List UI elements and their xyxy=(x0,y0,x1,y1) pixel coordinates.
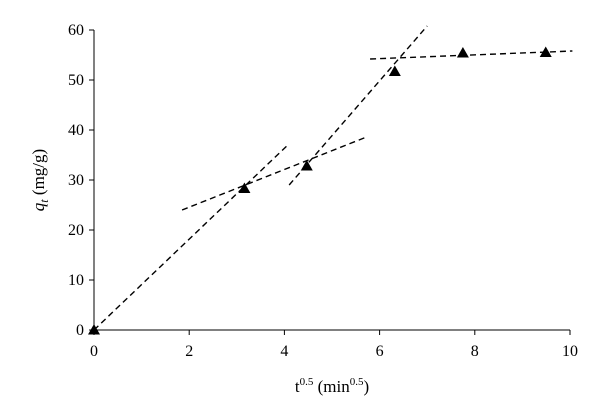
y-tick-label: 40 xyxy=(68,122,84,139)
fit-line xyxy=(370,50,573,60)
data-point-triangle xyxy=(388,65,401,76)
x-tick-label: 10 xyxy=(562,343,578,360)
y-tick-label: 30 xyxy=(68,172,84,189)
data-point-triangle xyxy=(300,160,313,171)
axes xyxy=(93,30,570,331)
fit-lines xyxy=(93,25,573,331)
x-tick-label: 0 xyxy=(90,343,98,360)
x-axis-title-unit-close: ) xyxy=(363,377,369,396)
y-axis-title-unit: (mg/g) xyxy=(29,149,48,200)
fit-line xyxy=(288,25,428,186)
data-points xyxy=(88,46,552,335)
y-tick-label: 60 xyxy=(68,22,84,39)
x-axis-title-unit-sup: 0.5 xyxy=(350,376,364,388)
data-point-triangle xyxy=(456,47,469,58)
y-axis-title-symbol: q xyxy=(29,202,48,211)
x-tick-label: 8 xyxy=(471,343,479,360)
y-tick-label: 50 xyxy=(68,72,84,89)
y-axis-title-symbol-sub: t xyxy=(37,199,51,203)
data-point-triangle xyxy=(238,182,251,193)
y-ticks: 0 10 20 30 40 50 60 xyxy=(68,22,94,339)
x-axis-title-base: t xyxy=(295,377,300,396)
y-axis-title: qt (mg/g) xyxy=(29,149,51,211)
fit-line xyxy=(181,136,366,211)
y-tick-label: 10 xyxy=(68,272,84,289)
fit-line xyxy=(93,145,288,331)
x-tick-label: 4 xyxy=(280,343,288,360)
x-tick-label: 6 xyxy=(376,343,384,360)
data-point-triangle xyxy=(88,324,100,335)
x-axis-title-base-sup: 0.5 xyxy=(300,376,314,388)
y-tick-label: 0 xyxy=(76,322,84,339)
x-tick-label: 2 xyxy=(185,343,193,360)
data-point-triangle xyxy=(539,46,552,57)
x-axis-title-unit-open: (min xyxy=(313,377,350,396)
y-tick-label: 20 xyxy=(68,222,84,239)
x-axis-title: t0.5 (min0.5) xyxy=(295,376,369,396)
x-ticks: 0 2 4 6 8 10 xyxy=(90,330,578,360)
